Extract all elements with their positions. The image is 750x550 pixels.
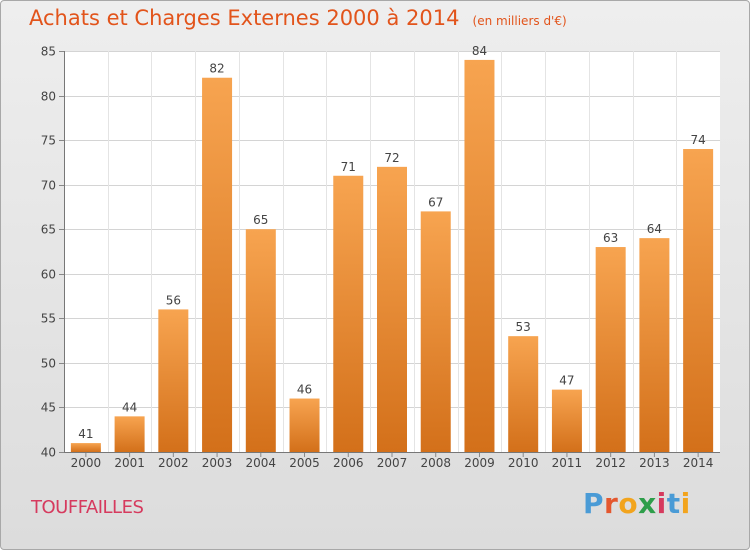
- bar-value-label: 63: [603, 231, 618, 245]
- bar-value-label: 46: [297, 383, 312, 397]
- x-tick-label: 2014: [683, 456, 714, 470]
- brand-logo: Proxiti: [583, 487, 691, 520]
- bar-value-label: 65: [253, 213, 268, 227]
- x-tick-label: 2000: [71, 456, 102, 470]
- x-tick-label: 2006: [333, 456, 364, 470]
- y-tick-label: 65: [41, 223, 56, 237]
- bar-value-label: 41: [78, 427, 93, 441]
- bar: [114, 416, 145, 452]
- y-tick-label: 80: [41, 90, 56, 104]
- y-tick-label: 70: [41, 179, 56, 193]
- y-tick-label: 75: [41, 134, 56, 148]
- bar-value-label: 67: [428, 195, 443, 209]
- y-tick-label: 50: [41, 357, 56, 371]
- bar-value-label: 47: [559, 374, 574, 388]
- x-tick-label: 2002: [158, 456, 189, 470]
- x-tick-label: 2008: [420, 456, 451, 470]
- bar: [289, 398, 320, 452]
- bar: [333, 175, 364, 452]
- brand-logo-letter: i: [656, 487, 667, 520]
- bar-value-label: 82: [209, 62, 224, 76]
- title-block: Achats et Charges Externes 2000 à 2014 (…: [29, 6, 567, 30]
- brand-logo-letter: x: [638, 487, 657, 520]
- bar: [551, 389, 582, 452]
- brand-logo-letter: i: [680, 487, 691, 520]
- chart-title: Achats et Charges Externes 2000 à 2014: [29, 6, 460, 30]
- x-tick-label: 2001: [114, 456, 145, 470]
- bar: [245, 229, 276, 452]
- y-tick-label: 45: [41, 401, 56, 415]
- chart-subtitle: (en milliers d'€): [472, 14, 567, 28]
- y-tick-label: 60: [41, 268, 56, 282]
- x-tick-label: 2003: [202, 456, 233, 470]
- bar: [683, 149, 714, 452]
- y-tick-label: 40: [41, 446, 56, 460]
- x-tick-label: 2007: [377, 456, 408, 470]
- x-tick-label: 2013: [639, 456, 670, 470]
- bar: [464, 59, 495, 453]
- bar: [70, 443, 101, 452]
- x-tick-label: 2010: [508, 456, 539, 470]
- bar-value-label: 84: [472, 44, 487, 58]
- x-tick-label: 2005: [289, 456, 320, 470]
- bar: [202, 77, 233, 452]
- bar-value-label: 74: [690, 133, 705, 147]
- bar-value-label: 44: [122, 400, 137, 414]
- bar: [420, 211, 451, 452]
- y-tick-label: 85: [41, 45, 56, 59]
- bar: [158, 309, 189, 452]
- brand-logo-letter: r: [604, 487, 619, 520]
- brand-logo-letter: P: [583, 487, 605, 520]
- bar-value-label: 71: [341, 160, 356, 174]
- bar: [508, 336, 539, 452]
- x-tick-label: 2011: [552, 456, 583, 470]
- bar-value-label: 53: [516, 320, 531, 334]
- commune-label: TOUFFAILLES: [31, 497, 144, 518]
- bar-value-label: 72: [384, 151, 399, 165]
- bar-value-label: 56: [166, 293, 181, 307]
- x-tick-label: 2012: [595, 456, 626, 470]
- brand-logo-letter: o: [618, 487, 639, 520]
- bar-value-label: 64: [647, 222, 662, 236]
- brand-logo-letter: t: [666, 487, 681, 520]
- bar: [639, 238, 670, 452]
- bar: [595, 247, 626, 452]
- bar: [377, 166, 407, 452]
- x-tick-label: 2004: [246, 456, 277, 470]
- y-tick-label: 55: [41, 312, 56, 326]
- x-tick-label: 2009: [464, 456, 495, 470]
